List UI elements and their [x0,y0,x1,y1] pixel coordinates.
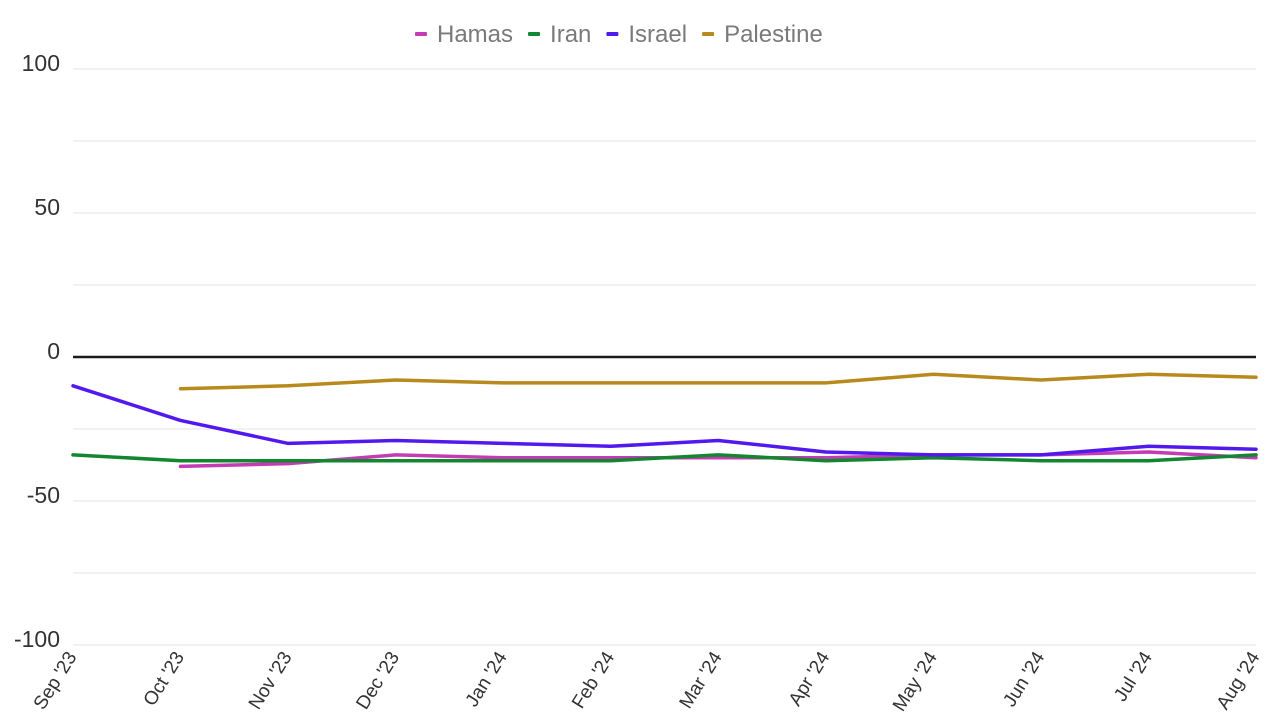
x-tick-label: Mar '24 [676,648,727,713]
legend-swatch [702,32,715,36]
legend-swatch [528,32,541,36]
x-tick-label: Apr '24 [785,648,835,710]
x-tick-label: Jun '24 [999,648,1049,711]
legend-label: Israel [628,21,687,48]
grid-layer [73,68,1256,646]
legend-label: Iran [550,21,591,48]
legend-label: Palestine [724,21,823,48]
y-tick-label: 100 [22,50,60,76]
series-line-israel [71,384,1258,457]
legend-swatch [606,32,619,36]
legend: Hamas Iran Israel Palestine [415,21,823,48]
y-tick-label: -50 [27,482,60,508]
x-tick-label: Nov '23 [245,648,297,713]
x-axis-ticks: Sep '23 Oct '23 Nov '23 Dec '23 Jan '24 Feb '… [30,648,1265,715]
y-tick-label: 0 [47,338,60,364]
series-line-palestine [178,372,1258,391]
x-tick-label: Oct '23 [140,648,189,710]
y-tick-label: 50 [34,194,60,220]
x-tick-label: Dec '23 [352,648,404,713]
series-line-iran [71,453,1258,463]
x-tick-label: Sep '23 [30,648,82,713]
x-tick-label: Jan '24 [462,648,512,711]
legend-swatch [415,32,427,36]
legend-label: Hamas [437,21,513,48]
series-line-hamas [178,450,1258,469]
y-tick-label: -100 [14,626,60,652]
x-tick-label: Aug '24 [1213,648,1265,714]
series-layer [71,372,1258,469]
x-tick-label: May '24 [889,648,942,715]
x-tick-label: Feb '24 [568,648,619,713]
y-axis-ticks: 100 50 0 -50 -100 [14,50,60,652]
x-tick-label: Jul '24 [1110,648,1157,706]
